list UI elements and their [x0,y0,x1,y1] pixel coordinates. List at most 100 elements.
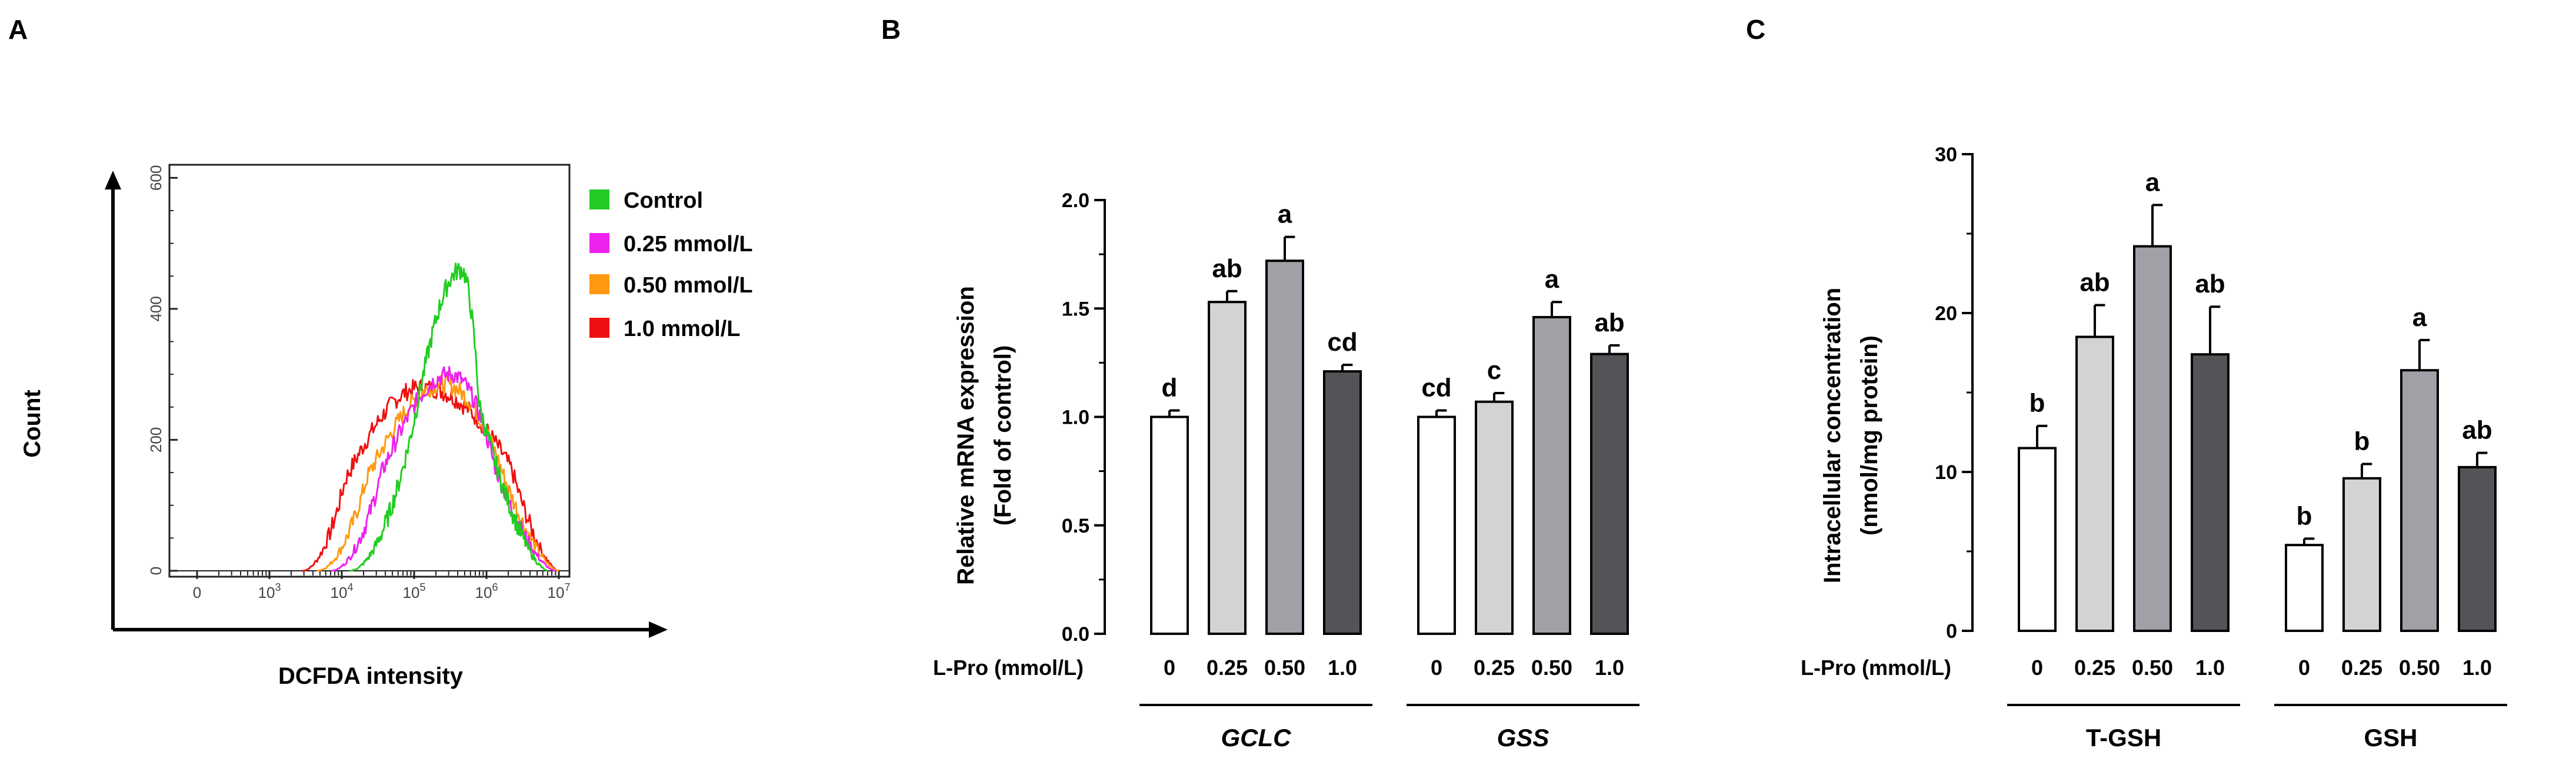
y-tick-label: 30 [1935,144,1957,166]
bar-gsh-2 [2400,369,2439,632]
panel-c-xaxis-label: L-Pro (mmol/L) [1801,656,1951,680]
bar-t-gsh-0 [2018,447,2057,632]
bar-gclc-2 [1265,260,1304,635]
bar-gclc-1 [1208,301,1247,635]
histogram-curve-c100 [302,379,559,572]
bar-gss-3 [1590,352,1629,635]
panel-label-a: A [8,14,28,45]
legend-label-0-50: 0.50 mmol/L [624,273,753,298]
significance-letter: ab [2462,416,2492,445]
significance-letter: b [2030,389,2045,418]
bar-t-gsh-2 [2133,245,2172,633]
group-label-gsh: GSH [2364,724,2417,751]
y-tick-label: 20 [1935,302,1957,325]
count-arrowhead [105,171,121,189]
legend-swatch-1-0 [589,318,609,338]
bar-gsh-0 [2285,544,2324,633]
histogram-y-tick-label: 600 [147,165,165,191]
group-label-t-gsh: T-GSH [2086,724,2161,751]
panel-c-ylabel-line1: Intracellular concentration [1819,288,1845,583]
legend-label-control: Control [624,188,703,213]
panel-b-mrna-chart: Relative mRNA expression (Fold of contro… [933,189,1639,751]
bar-gsh-3 [2458,465,2497,633]
significance-letter: ab [2080,268,2110,297]
histogram-curve-control [349,262,548,572]
category-label: 0.25 [2074,656,2115,680]
significance-letter: a [1278,200,1292,229]
category-label: 0 [1431,656,1442,680]
histogram-axes: 0 200 400 600 0 103 104 105 106 107 [147,165,570,601]
category-label: 0.25 [2341,656,2382,680]
category-label: 1.0 [1328,656,1357,680]
category-label: 1.0 [2195,656,2225,680]
category-label: 0.50 [2399,656,2440,680]
category-label: 0.50 [1531,656,1572,680]
histogram-curves [302,262,559,572]
group-label-gclc: GCLC [1221,724,1292,751]
legend-label-1-0: 1.0 mmol/L [624,317,741,341]
significance-letter: ab [2195,270,2225,298]
histogram-curve-c050 [316,374,559,572]
histogram-x-tick-label: 0 [193,584,201,601]
histogram-y-tick-label: 400 [147,296,165,321]
panel-c-concentration-chart: Intracellular concentration (nmol/mg pro… [1801,144,2507,751]
y-tick-label: 0.0 [1062,623,1089,646]
significance-letter: a [2145,168,2160,197]
y-tick-label: 10 [1935,461,1957,484]
legend-swatch-0-25 [589,233,609,253]
histogram-y-tick-label: 0 [147,567,165,575]
y-tick-label: 0.5 [1062,515,1089,537]
histogram-y-tick-label: 200 [147,427,165,453]
panel-a-histogram: 0 200 400 600 0 103 104 105 106 107 Count DCFDA i… [19,164,753,689]
bar-gsh-1 [2342,477,2381,632]
histogram-x-tick-label: 105 [403,581,426,601]
panel-b-xaxis-label: L-Pro (mmol/L) [933,656,1084,680]
significance-letter: d [1162,373,1178,402]
bar-gss-2 [1532,315,1571,635]
category-label: 1.0 [1595,656,1624,680]
bar-gss-1 [1475,400,1514,636]
y-tick-label: 1.0 [1062,407,1089,429]
bar-gss-0 [1417,415,1456,635]
bar-gclc-3 [1323,370,1362,635]
significance-letter: b [2297,501,2312,530]
bar-gclc-0 [1150,415,1189,635]
category-label: 0 [2031,656,2043,680]
y-tick-label: 0 [1946,620,1957,643]
histogram-x-tick-label: 104 [331,581,354,601]
histogram-frame [168,164,571,578]
group-label-gss: GSS [1497,724,1549,751]
significance-letter: a [1545,265,1559,294]
histogram-x-tick-label: 103 [258,581,281,601]
bar-t-gsh-3 [2191,353,2230,632]
legend-label-0-25: 0.25 mmol/L [624,232,753,257]
bar-t-gsh-1 [2075,335,2114,632]
histogram-x-tick-label: 106 [475,581,498,601]
panel-b-ylabel-line1: Relative mRNA expression [953,286,979,585]
category-label: 0.50 [1264,656,1305,680]
legend-swatch-0-50 [589,274,609,294]
significance-letter: b [2354,427,2370,456]
panel-c-ylabel-line2: (nmol/mg protein) [1857,335,1882,535]
significance-letter: c [1487,356,1501,385]
significance-letter: cd [1327,328,1357,357]
significance-letter: ab [1212,254,1242,283]
histogram-legend: Control 0.25 mmol/L 0.50 mmol/L 1.0 mmol… [589,188,753,341]
category-label: 0.50 [2132,656,2173,680]
count-axis-title: Count [19,390,45,458]
significance-letter: cd [1421,373,1451,402]
category-label: 0 [2298,656,2310,680]
intensity-arrowhead [649,621,668,638]
category-label: 0 [1164,656,1175,680]
intensity-axis-title: DCFDA intensity [278,663,464,689]
legend-swatch-control [589,189,609,209]
significance-letter: a [2412,303,2427,332]
y-tick-label: 1.5 [1062,298,1089,320]
histogram-x-tick-label: 107 [548,581,571,601]
panel-b-ylabel-line2: (Fold of control) [990,345,1016,526]
panel-label-c: C [1746,14,1765,45]
category-label: 0.25 [1207,656,1248,680]
y-tick-label: 2.0 [1062,189,1089,212]
category-label: 0.25 [1474,656,1515,680]
